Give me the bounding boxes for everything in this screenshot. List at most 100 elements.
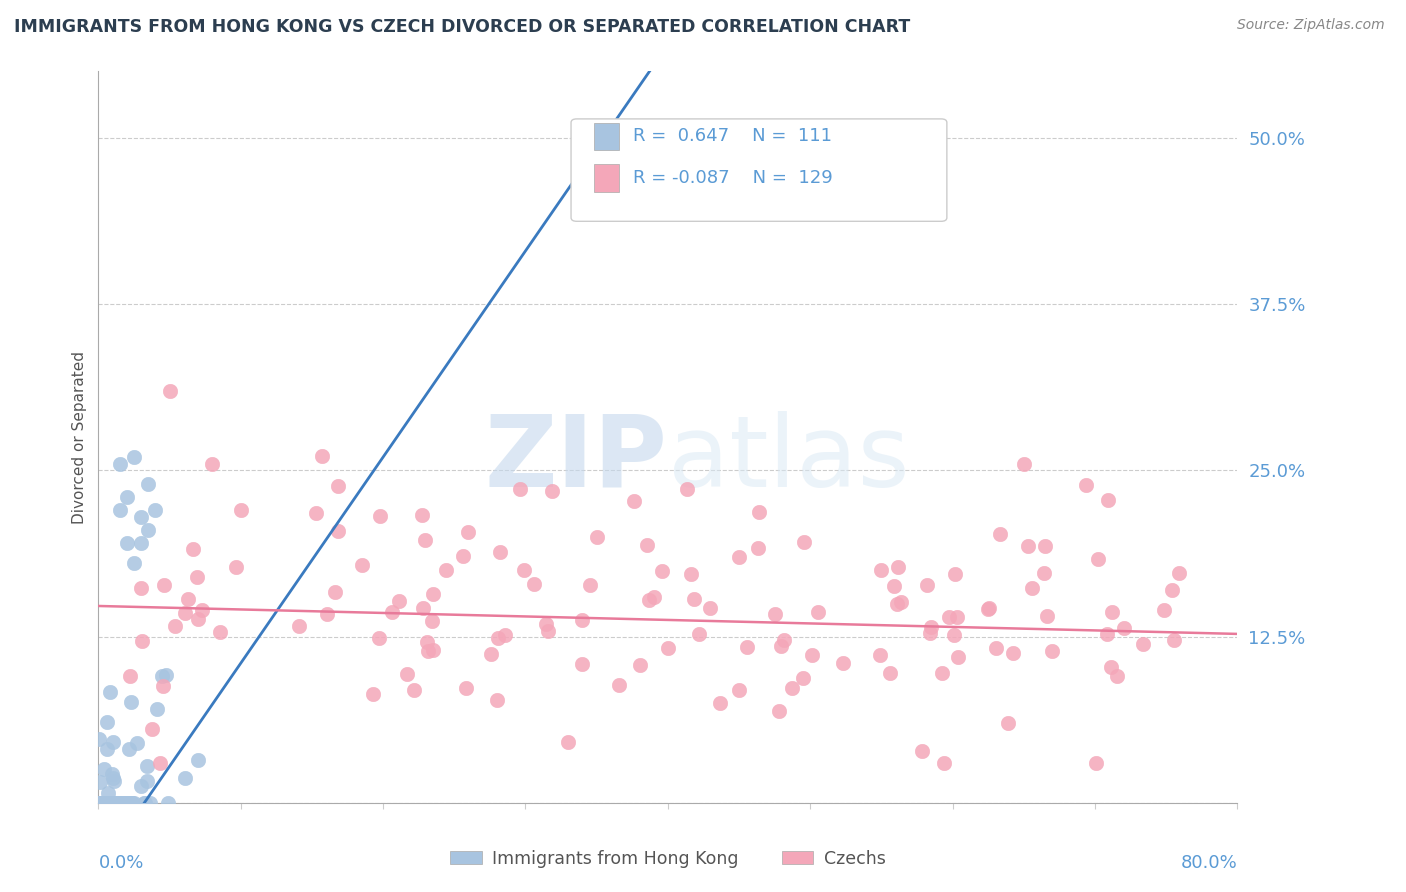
Point <box>96 715 118 730</box>
Point <box>651 565 673 579</box>
Point <box>112 796 135 810</box>
Point <box>87 731 110 746</box>
Point <box>101 796 124 810</box>
Point <box>1002 647 1025 661</box>
Point <box>114 796 136 810</box>
Point <box>792 671 814 685</box>
Point <box>1021 582 1043 596</box>
Point <box>1036 608 1059 623</box>
Point <box>121 796 143 810</box>
Point <box>434 563 457 577</box>
Point <box>688 627 710 641</box>
Point <box>747 541 769 555</box>
Point <box>129 581 152 595</box>
Point <box>396 667 419 681</box>
Point <box>513 564 536 578</box>
Point <box>103 771 125 785</box>
Point <box>454 681 477 695</box>
Point <box>411 508 433 523</box>
Text: atlas: atlas <box>668 410 910 508</box>
Point <box>105 796 128 810</box>
Point <box>117 796 139 810</box>
Point <box>122 450 145 464</box>
Point <box>675 482 697 496</box>
Point <box>94 796 117 810</box>
Point <box>288 619 311 633</box>
Point <box>986 641 1008 656</box>
Point <box>96 796 118 810</box>
Point <box>1101 605 1123 619</box>
Point <box>225 559 247 574</box>
Point <box>869 648 891 662</box>
Point <box>709 696 731 710</box>
Point <box>420 615 443 629</box>
Point <box>643 590 665 604</box>
Point <box>101 796 124 810</box>
Point <box>176 592 198 607</box>
Point <box>91 796 114 810</box>
Point <box>422 587 444 601</box>
Point <box>98 796 121 810</box>
Point <box>136 476 159 491</box>
Point <box>118 796 141 810</box>
Point <box>89 796 111 810</box>
Point <box>156 796 179 810</box>
Point <box>807 606 830 620</box>
Point <box>699 600 721 615</box>
Point <box>942 628 965 642</box>
Point <box>831 657 853 671</box>
Point <box>638 592 661 607</box>
Point <box>129 509 152 524</box>
Point <box>94 796 117 810</box>
Point <box>91 796 114 810</box>
Point <box>105 796 128 810</box>
Point <box>136 759 159 773</box>
Point <box>115 536 138 550</box>
Point <box>93 796 115 810</box>
Point <box>186 570 208 584</box>
Point <box>101 796 124 810</box>
Point <box>91 796 114 810</box>
Point <box>451 549 474 563</box>
Point <box>101 796 124 810</box>
Point <box>101 796 124 810</box>
Text: ZIP: ZIP <box>485 410 668 508</box>
Point <box>1097 493 1119 508</box>
Point <box>100 796 122 810</box>
Point <box>141 722 163 736</box>
Point <box>110 796 132 810</box>
Point <box>890 595 912 609</box>
Point <box>87 796 110 810</box>
Point <box>418 644 440 658</box>
Point <box>117 796 139 810</box>
Point <box>93 762 115 776</box>
Point <box>181 542 204 557</box>
Point <box>887 560 910 574</box>
Point <box>368 632 391 646</box>
Point <box>89 796 111 810</box>
Point <box>97 785 120 799</box>
Point <box>187 753 209 767</box>
Point <box>105 796 128 810</box>
Text: 80.0%: 80.0% <box>1181 854 1237 872</box>
Point <box>91 796 114 810</box>
Point <box>1168 566 1191 580</box>
Point <box>94 796 117 810</box>
Point <box>96 742 118 756</box>
Point <box>728 549 751 564</box>
Point <box>134 796 156 810</box>
Point <box>793 535 815 549</box>
Point <box>571 657 593 672</box>
Point <box>94 796 117 810</box>
Point <box>748 505 770 519</box>
Point <box>886 597 908 611</box>
Point <box>415 634 437 648</box>
Point <box>1087 552 1109 566</box>
Point <box>768 704 790 718</box>
Point <box>494 628 516 642</box>
Point <box>120 796 142 810</box>
Point <box>108 457 131 471</box>
Point <box>911 744 934 758</box>
Point <box>946 609 969 624</box>
Point <box>146 702 169 716</box>
